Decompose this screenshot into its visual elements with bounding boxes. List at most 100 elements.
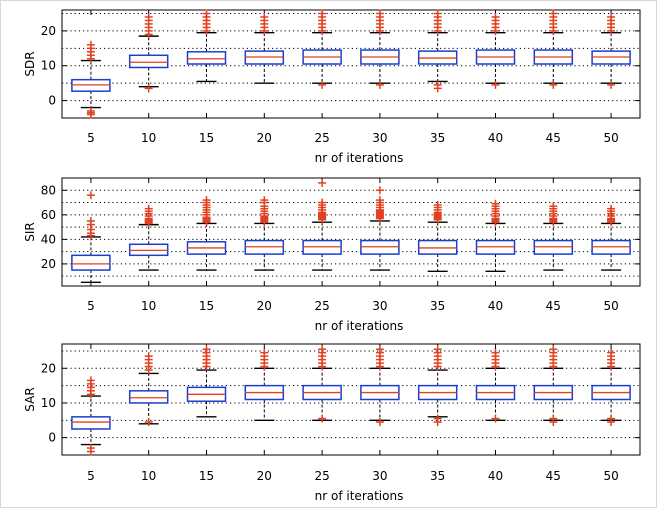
box-iqr xyxy=(71,416,111,430)
outlier-marker xyxy=(318,80,327,89)
chart-panel-sir: 20 40 60 80 SIR 5 10 15 20 25 30 35 40 45 50 nr of iter… xyxy=(23,177,641,333)
x-tick-label: 10 xyxy=(141,131,156,145)
outlier-marker xyxy=(607,204,616,213)
outlier-marker xyxy=(144,418,153,427)
outlier-marker xyxy=(549,202,558,211)
box-iqr xyxy=(186,51,227,65)
box-10 xyxy=(128,352,169,427)
outlier-marker xyxy=(318,9,327,18)
box-20 xyxy=(244,12,285,84)
x-tick-label: 15 xyxy=(199,469,214,483)
outlier-marker xyxy=(433,345,442,354)
box-30 xyxy=(360,345,400,427)
outlier-marker xyxy=(86,376,95,385)
y-tick-label: 10 xyxy=(41,396,56,410)
box-15 xyxy=(186,9,227,83)
x-tick-label: 35 xyxy=(430,131,445,145)
y-tick-label: 80 xyxy=(41,183,56,197)
outlier-marker xyxy=(549,80,558,89)
outlier-marker xyxy=(491,12,500,21)
outlier-marker xyxy=(318,178,327,187)
outlier-marker xyxy=(86,191,95,200)
x-tick-label: 30 xyxy=(372,131,387,145)
x-tick-label: 5 xyxy=(87,469,95,483)
x-tick-label: 20 xyxy=(257,131,272,145)
box-45 xyxy=(533,345,574,427)
box-20 xyxy=(244,196,285,271)
x-axis-label: nr of iterations xyxy=(315,489,404,503)
x-tick-label: 5 xyxy=(87,131,95,145)
chart-panel-sdr: 0 10 20 SDR 5 10 15 20 25 30 35 40 45 50 nr of iterati… xyxy=(23,9,641,165)
x-tick-label: 30 xyxy=(372,299,387,313)
x-tick-label: 25 xyxy=(314,131,329,145)
y-tick-label: 0 xyxy=(48,94,56,108)
box-45 xyxy=(533,9,574,89)
outlier-marker xyxy=(202,196,211,205)
outlier-marker xyxy=(491,80,500,89)
box-iqr xyxy=(71,254,111,271)
outlier-marker xyxy=(491,199,500,208)
box-35 xyxy=(417,9,458,93)
outlier-marker xyxy=(202,345,211,354)
outlier-marker xyxy=(607,418,616,427)
box-20 xyxy=(244,348,285,422)
outlier-marker xyxy=(375,418,384,427)
outlier-marker xyxy=(491,414,500,423)
box-30 xyxy=(360,9,400,89)
outlier-marker xyxy=(202,9,211,18)
x-tick-label: 45 xyxy=(546,131,561,145)
y-axis-label: SDR xyxy=(23,51,37,76)
outlier-marker xyxy=(86,447,95,456)
outlier-marker xyxy=(433,418,442,427)
y-tick-label: 60 xyxy=(41,208,56,222)
outlier-marker xyxy=(607,80,616,89)
outlier-marker xyxy=(144,12,153,21)
y-tick-label: 0 xyxy=(48,431,56,445)
x-tick-label: 40 xyxy=(488,299,503,313)
x-tick-label: 40 xyxy=(488,131,503,145)
x-tick-label: 45 xyxy=(546,299,561,313)
outlier-marker xyxy=(607,348,616,357)
x-tick-label: 20 xyxy=(257,469,272,483)
outlier-marker xyxy=(375,9,384,18)
x-tick-label: 45 xyxy=(546,469,561,483)
outlier-marker xyxy=(260,12,269,21)
x-tick-label: 10 xyxy=(141,299,156,313)
outlier-marker xyxy=(86,216,95,225)
x-axis-label: nr of iterations xyxy=(315,319,404,333)
x-tick-label: 25 xyxy=(314,299,329,313)
outlier-marker xyxy=(433,84,442,93)
y-tick-label: 20 xyxy=(41,361,56,375)
box-iqr xyxy=(128,54,169,69)
box-35 xyxy=(417,201,458,272)
plot-area-frame xyxy=(61,177,641,287)
box-iqr xyxy=(128,390,169,404)
outlier-marker xyxy=(433,9,442,18)
box-40 xyxy=(475,199,516,272)
x-tick-label: 50 xyxy=(603,131,618,145)
box-5 xyxy=(71,191,111,284)
plot-area-frame xyxy=(61,9,641,119)
outlier-marker xyxy=(375,186,384,195)
x-tick-label: 35 xyxy=(430,299,445,313)
x-tick-label: 35 xyxy=(430,469,445,483)
outlier-marker xyxy=(549,9,558,18)
box-30 xyxy=(360,186,400,271)
y-axis-label: SAR xyxy=(23,387,37,411)
outlier-marker xyxy=(549,345,558,354)
box-50 xyxy=(591,204,631,271)
outlier-marker xyxy=(144,84,153,93)
box-5 xyxy=(71,40,111,119)
outlier-marker xyxy=(375,345,384,354)
box-25 xyxy=(302,345,342,423)
x-tick-label: 5 xyxy=(87,299,95,313)
x-tick-label: 15 xyxy=(199,131,214,145)
box-35 xyxy=(417,345,458,427)
outlier-marker xyxy=(86,40,95,49)
outlier-marker xyxy=(318,345,327,354)
box-40 xyxy=(475,12,516,89)
box-25 xyxy=(302,178,342,271)
outlier-marker xyxy=(375,196,384,205)
